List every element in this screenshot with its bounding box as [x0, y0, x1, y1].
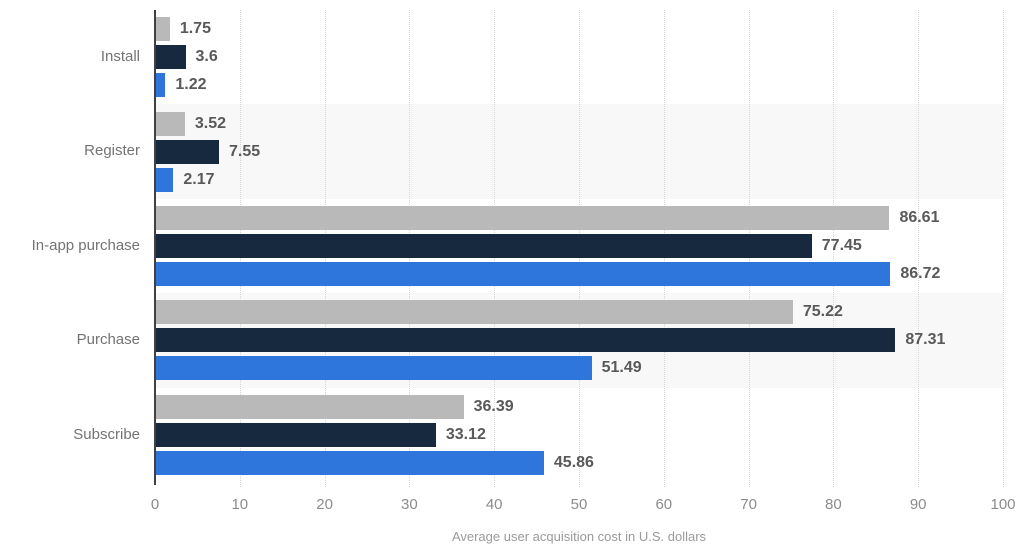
bar — [155, 422, 436, 447]
bar — [155, 450, 544, 475]
bar-value-label: 51.49 — [601, 359, 642, 377]
bar-value-label: 77.45 — [821, 237, 862, 254]
bar — [155, 328, 896, 353]
bar-value-label: 75.22 — [802, 303, 843, 321]
category-label: Purchase — [76, 331, 140, 349]
x-tick-label: 60 — [655, 496, 673, 513]
bar — [155, 167, 174, 192]
bar-value-label: 86.61 — [899, 209, 940, 226]
bar — [155, 356, 592, 381]
gridline — [918, 10, 920, 487]
gridline — [1003, 10, 1004, 487]
bar-value-label: 3.6 — [195, 48, 218, 66]
plot-area: 1.75 3.6 1.22 3.52 7.55 2.17 86.61 77.45 86.72 75… — [155, 10, 1004, 487]
bar — [155, 394, 464, 419]
bar — [155, 17, 170, 42]
bar — [155, 234, 812, 258]
bar — [155, 73, 166, 98]
x-tick-label: 100 — [990, 496, 1016, 513]
x-axis-title: Average user acquisition cost in U.S. do… — [451, 529, 707, 544]
bar — [155, 139, 220, 164]
bar-value-label: 3.52 — [194, 114, 226, 132]
gridline — [833, 10, 835, 487]
x-tick-label: 70 — [740, 496, 757, 513]
bar-value-label: 1.75 — [179, 20, 211, 38]
bar — [155, 262, 891, 286]
category-label: Install — [100, 48, 140, 65]
x-tick-label: 10 — [231, 496, 249, 513]
x-tick-label: 90 — [909, 496, 927, 513]
x-tick-label: 30 — [401, 496, 418, 513]
category-label: In-app purchase — [31, 236, 140, 254]
category-label: Register — [84, 142, 140, 160]
x-tick-label: 50 — [570, 496, 588, 513]
bar-value-label: 2.17 — [183, 170, 215, 188]
bar-value-label: 1.22 — [175, 76, 207, 94]
y-axis-line — [154, 10, 156, 485]
bar — [155, 206, 890, 230]
bar-value-label: 87.31 — [905, 331, 946, 349]
bar-value-label: 33.12 — [445, 425, 486, 443]
bar — [155, 111, 185, 136]
bar — [155, 45, 186, 70]
x-tick-label: 0 — [150, 496, 160, 513]
x-tick-label: 20 — [316, 496, 333, 513]
bar-value-label: 36.39 — [473, 397, 514, 415]
bar-value-label: 45.86 — [553, 453, 594, 471]
bar — [155, 300, 793, 325]
bar-value-label: 7.55 — [229, 142, 261, 160]
category-label: Subscribe — [73, 425, 140, 443]
bar-value-label: 86.72 — [900, 265, 941, 282]
x-tick-label: 40 — [485, 496, 503, 513]
x-tick-label: 80 — [825, 496, 842, 513]
category-axis: Install Register In-app purchase Purchase Su… — [0, 10, 140, 482]
